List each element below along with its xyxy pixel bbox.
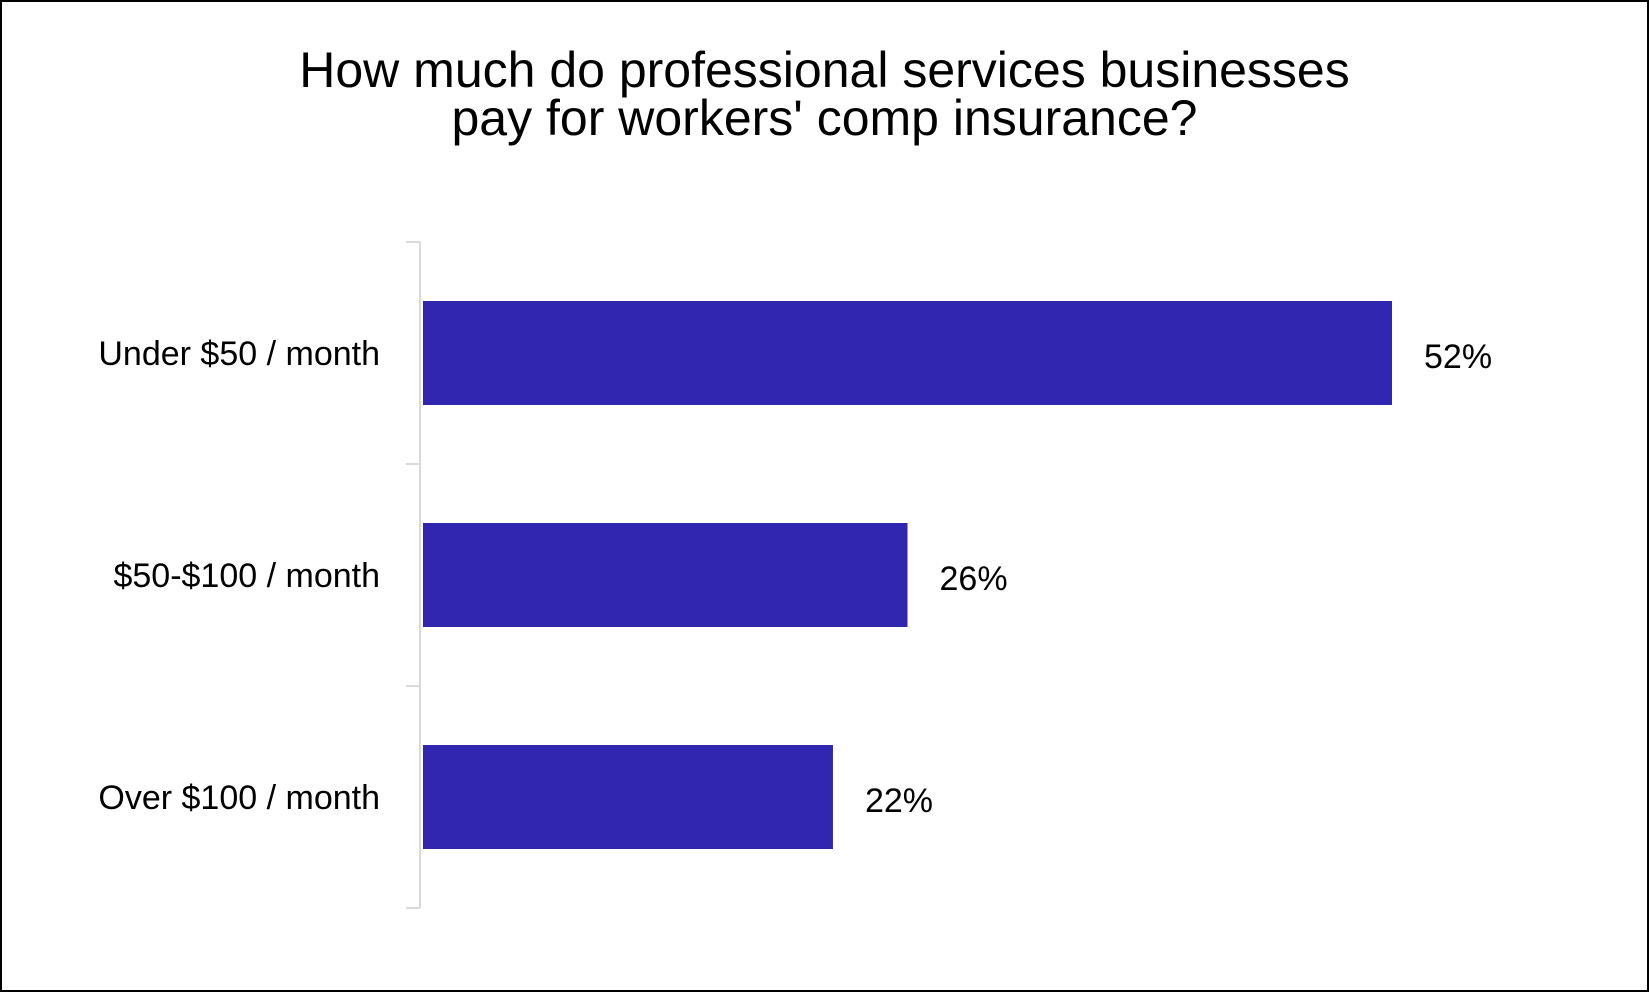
- chart-title: How much do professional services busine…: [299, 42, 1350, 146]
- category-label: Under $50 / month: [98, 335, 380, 373]
- category-label: Over $100 / month: [98, 779, 380, 817]
- bar: [423, 301, 1392, 405]
- data-label: 22%: [865, 782, 933, 820]
- category-label: $50-$100 / month: [113, 557, 380, 595]
- data-label: 26%: [940, 560, 1008, 598]
- bar: [423, 523, 908, 627]
- data-label: 52%: [1424, 338, 1492, 376]
- bar: [423, 745, 833, 849]
